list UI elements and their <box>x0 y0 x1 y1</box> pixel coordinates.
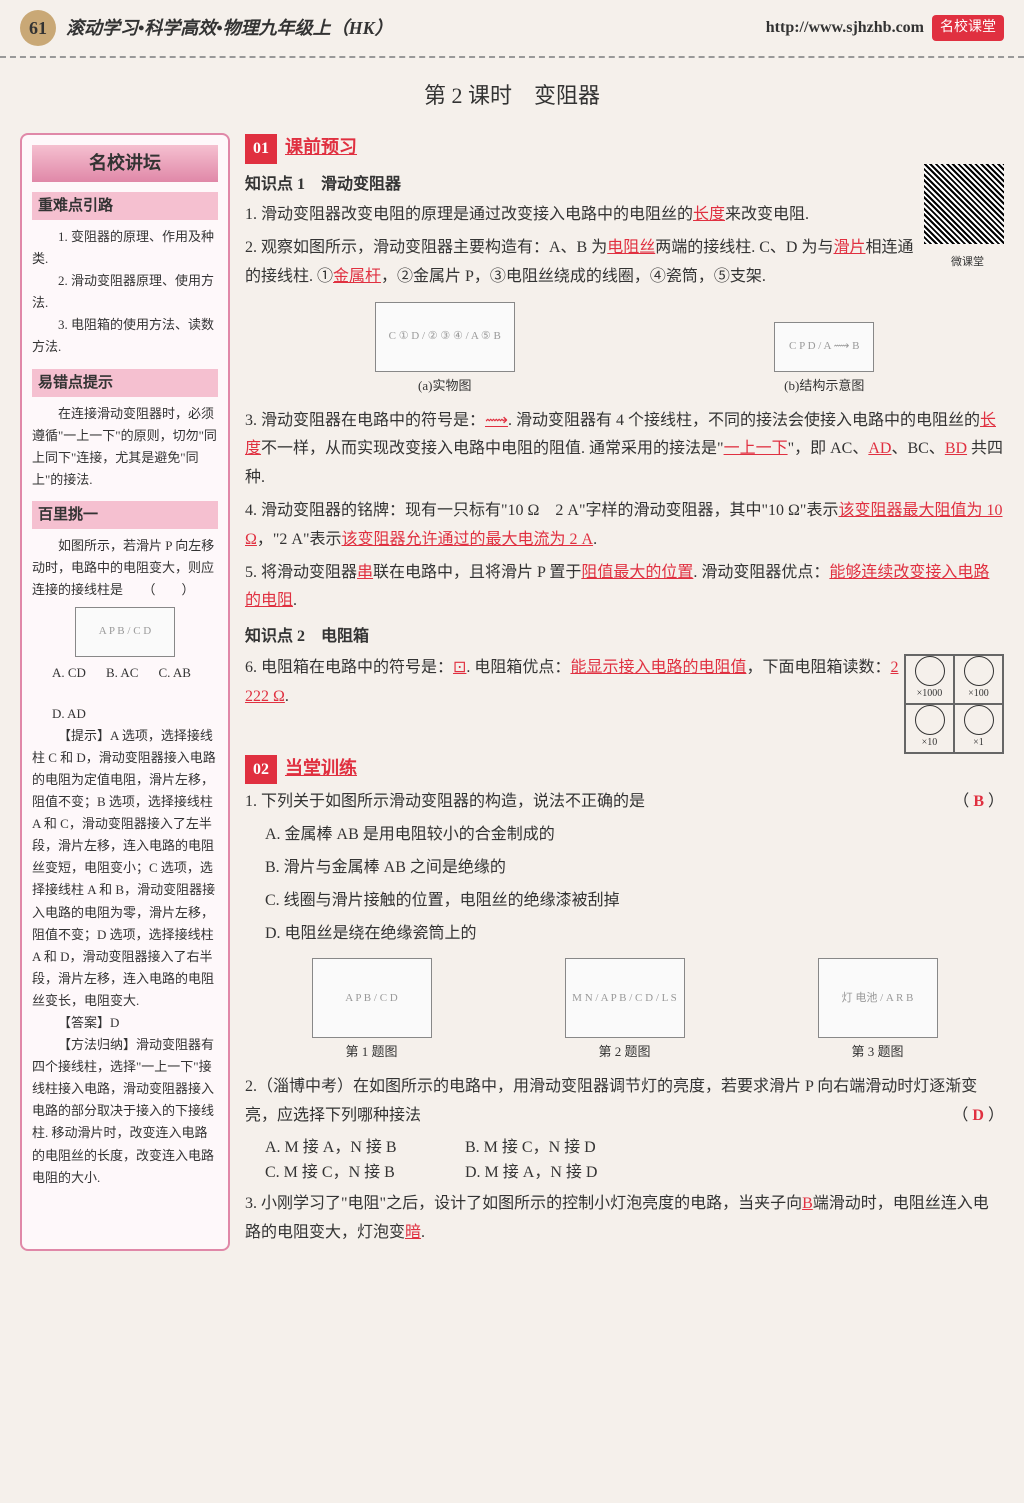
qr-code <box>924 164 1004 244</box>
option-b: B. AC <box>106 663 139 684</box>
caption: 第 2 题图 <box>565 1042 685 1063</box>
tip-text: 【提示】A 选项，选择接线柱 C 和 D，滑动变阻器接入电路的电阻为定值电阻，滑… <box>32 725 218 1012</box>
option: D. 电阻丝是绕在绝缘瓷筒上的 <box>265 920 1004 949</box>
option: D. M 接 A，N 接 D <box>465 1160 665 1186</box>
knowledge-point-2: 知识点 2 电阻箱 <box>245 624 1004 650</box>
question-3: 3. 滑动变阻器在电路中的符号是：⟿. 滑动变阻器有 4 个接线柱，不同的接法会… <box>245 407 1004 493</box>
fig3-diagram: 灯 电池 / A R B <box>818 958 938 1038</box>
option: A. 金属棒 AB 是用电阻较小的合金制成的 <box>265 821 1004 850</box>
sidebar-text: 1. 变阻器的原理、作用及种类. <box>32 226 218 270</box>
sidebar-heading-3: 百里挑一 <box>32 501 218 529</box>
sidebar-title: 名校讲坛 <box>32 145 218 182</box>
answer-text: 【答案】D <box>32 1012 218 1034</box>
option-c: C. AB <box>158 663 191 684</box>
option: B. M 接 C，N 接 D <box>465 1135 665 1161</box>
page-header: 61 滚动学习•科学高效•物理九年级上（HK） http://www.sjhzh… <box>0 0 1024 58</box>
option: C. 线圈与滑片接触的位置，电阻丝的绝缘漆被刮掉 <box>265 887 1004 916</box>
book-title: 滚动学习•科学高效•物理九年级上（HK） <box>66 14 393 43</box>
diagram-row-2: A P B / C D 第 1 题图 M N / A P B / C D / L… <box>245 958 1004 1063</box>
section-title: 当堂训练 <box>285 758 357 778</box>
brand-logo: 名校课堂 <box>932 15 1004 41</box>
option: B. 滑片与金属棒 AB 之间是绝缘的 <box>265 854 1004 883</box>
caption: (a)实物图 <box>375 376 515 397</box>
option-d: D. AD <box>52 704 86 725</box>
website-url: http://www.sjhzhb.com <box>766 15 924 41</box>
lesson-title: 第 2 课时 变阻器 <box>0 78 1024 113</box>
exercise-3: 3. 小刚学习了"电阻"之后，设计了如图所示的控制小灯泡亮度的电路，当夹子向B端… <box>245 1190 1004 1248</box>
exercise-1: 1. 下列关于如图所示滑动变阻器的构造，说法不正确的是 （ B ） <box>245 788 1004 817</box>
qr-label: 微课堂 <box>951 254 984 272</box>
section-badge: 02 <box>245 755 277 785</box>
question-1: 1. 滑动变阻器改变电阻的原理是通过改变接入电路中的电阻丝的长度来改变电阻. <box>245 201 1004 230</box>
diagram-row-1: C ① D / ② ③ ④ / A ⑤ B (a)实物图 C P D / A ⟿… <box>245 302 1004 397</box>
fig2-diagram: M N / A P B / C D / L S <box>565 958 685 1038</box>
question-6: 6. 电阻箱在电路中的符号是：⊡. 电阻箱优点：能显示接入电路的电阻值，下面电阻… <box>245 654 1004 712</box>
option-a: A. CD <box>52 663 86 684</box>
option: A. M 接 A，N 接 B <box>265 1135 465 1161</box>
question-5: 5. 将滑动变阻器串联在电路中，且将滑片 P 置于阻值最大的位置. 滑动变阻器优… <box>245 559 1004 617</box>
method-text: 【方法归纳】滑动变阻器有四个接线柱，选择"一上一下"接线柱接入电路，滑动变阻器接… <box>32 1034 218 1189</box>
section-01-header: 01 课前预习 <box>245 133 1004 164</box>
circuit-diagram: A P B / C D <box>75 607 175 657</box>
sidebar-panel: 名校讲坛 重难点引路 1. 变阻器的原理、作用及种类. 2. 滑动变阻器原理、使… <box>20 133 230 1251</box>
resistance-box-diagram: ×1000 ×100 ×10 ×1 <box>904 654 1004 754</box>
section-title: 课前预习 <box>285 137 357 157</box>
question-2: 2. 观察如图所示，滑动变阻器主要构造有：A、B 为电阻丝两端的接线柱. C、D… <box>245 234 1004 292</box>
question-4: 4. 滑动变阻器的铭牌：现有一只标有"10 Ω 2 A"字样的滑动变阻器，其中"… <box>245 497 1004 555</box>
fig1-diagram: A P B / C D <box>312 958 432 1038</box>
caption: (b)结构示意图 <box>774 376 874 397</box>
sidebar-heading-1: 重难点引路 <box>32 192 218 220</box>
schematic-diagram: C P D / A ⟿ B <box>774 322 874 372</box>
section-badge: 01 <box>245 134 277 164</box>
caption: 第 3 题图 <box>818 1042 938 1063</box>
caption: 第 1 题图 <box>312 1042 432 1063</box>
exercise-2: 2.（淄博中考）在如图所示的电路中，用滑动变阻器调节灯的亮度，若要求滑片 P 向… <box>245 1073 1004 1131</box>
sidebar-text: 3. 电阻箱的使用方法、读数方法. <box>32 314 218 358</box>
option: C. M 接 C，N 接 B <box>265 1160 465 1186</box>
sidebar-text: 如图所示，若滑片 P 向左移动时，电路中的电阻变大，则应连接的接线柱是 （ ） <box>32 535 218 601</box>
sidebar-text: 2. 滑动变阻器原理、使用方法. <box>32 270 218 314</box>
options-grid: A. M 接 A，N 接 B B. M 接 C，N 接 D C. M 接 C，N… <box>265 1135 1004 1186</box>
section-02-header: 02 当堂训练 <box>245 754 1004 785</box>
rheostat-diagram: C ① D / ② ③ ④ / A ⑤ B <box>375 302 515 372</box>
page-number: 61 <box>20 10 56 46</box>
sidebar-heading-2: 易错点提示 <box>32 369 218 397</box>
knowledge-point-1: 知识点 1 滑动变阻器 <box>245 172 1004 198</box>
sidebar-text: 在连接滑动变阻器时，必须遵循"一上一下"的原则，切勿"同上同下"连接，尤其是避免… <box>32 403 218 491</box>
main-content: 01 课前预习 知识点 1 滑动变阻器 1. 滑动变阻器改变电阻的原理是通过改变… <box>245 133 1004 1251</box>
